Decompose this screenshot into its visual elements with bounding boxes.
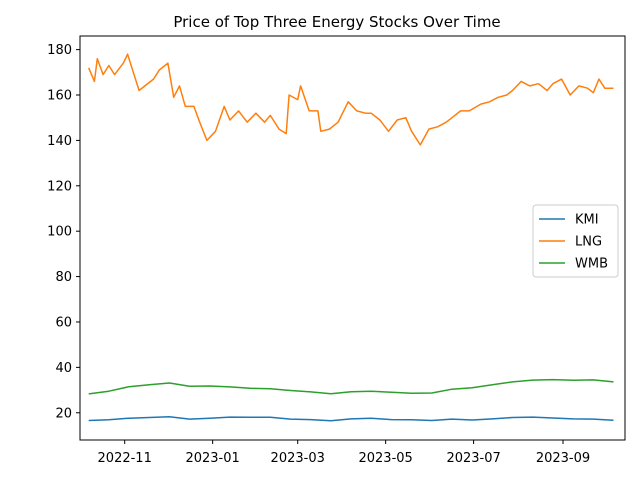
axes: 20 40 60 80 100 120 140 160 180 2022-11 2023-01 202… [47, 35, 626, 466]
chart-title: Price of Top Three Energy Stocks Over Ti… [173, 13, 500, 31]
y-tick-label: 40 [55, 361, 72, 376]
legend-label-lng: LNG [575, 235, 602, 250]
y-tick-label: 140 [47, 134, 72, 149]
y-tick-label: 180 [47, 43, 72, 58]
x-tick-label: 2023-01 [185, 451, 239, 466]
y-tick-label: 60 [55, 315, 72, 330]
series-line-kmi [88, 416, 614, 422]
y-tick-label: 20 [55, 406, 72, 421]
y-tick-label: 100 [47, 225, 72, 240]
legend-label-kmi: KMI [575, 213, 599, 228]
legend: KMI LNG WMB [532, 204, 619, 278]
y-tick-label: 120 [47, 179, 72, 194]
x-tick-label: 2023-05 [358, 451, 412, 466]
plot-area [88, 53, 614, 422]
y-tick-label: 160 [47, 89, 72, 104]
x-tick-label: 2023-07 [446, 451, 500, 466]
x-tick-label: 2023-03 [271, 451, 325, 466]
x-tick-label: 2022-11 [98, 451, 152, 466]
x-tick-label: 2023-09 [536, 451, 590, 466]
series-line-lng [88, 53, 614, 146]
y-tick-label: 80 [55, 270, 72, 285]
plot-frame [79, 35, 626, 441]
series-line-wmb [88, 378, 614, 395]
legend-box [532, 204, 619, 278]
legend-label-wmb: WMB [575, 257, 608, 272]
